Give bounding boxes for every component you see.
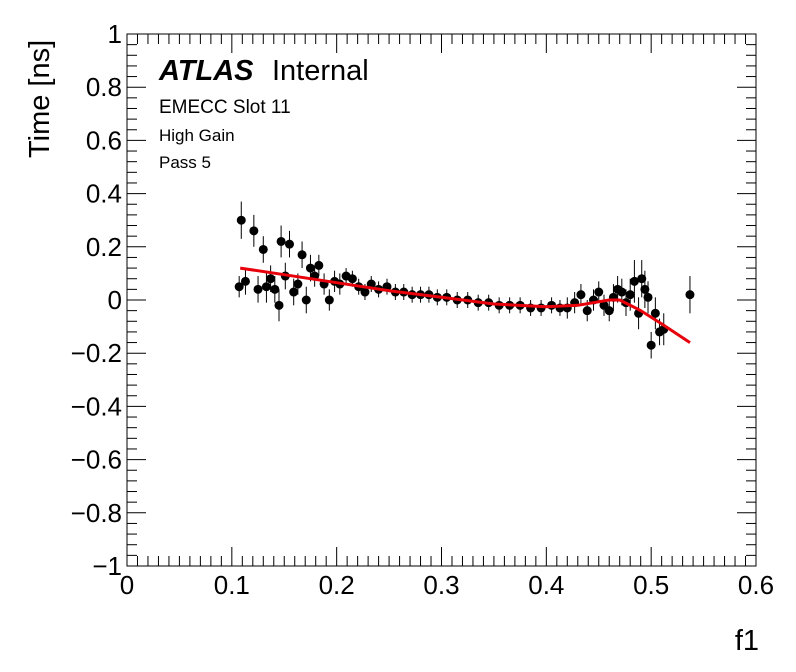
data-point — [305, 263, 315, 273]
y-tick-label: 0.6 — [86, 125, 122, 155]
x-tick-label: 0.1 — [214, 570, 250, 600]
y-tick-label: 0 — [108, 285, 122, 315]
atlas-label: ATLAS — [158, 55, 254, 87]
y-tick-label: −0.6 — [71, 445, 122, 475]
data-point — [234, 282, 244, 292]
data-point — [594, 287, 604, 297]
y-tick-label: −0.4 — [71, 391, 122, 421]
data-point — [314, 260, 324, 270]
data-point — [617, 287, 627, 297]
internal-label: Internal — [272, 55, 369, 87]
data-point — [625, 290, 635, 300]
y-tick-label: 1 — [108, 19, 122, 49]
data-point — [643, 292, 653, 302]
data-point — [284, 239, 294, 249]
data-point — [276, 236, 286, 246]
data-point — [240, 276, 250, 286]
data-points — [234, 215, 695, 350]
axis-ticks — [126, 33, 757, 567]
x-tick-label: 0.6 — [738, 570, 774, 600]
y-tick-label: −0.8 — [71, 498, 122, 528]
y-tick-label: 0.4 — [86, 179, 122, 209]
annotation-line-3: Pass 5 — [159, 153, 211, 172]
data-point — [324, 295, 334, 305]
data-point — [576, 290, 586, 300]
data-point — [293, 279, 303, 289]
error-bars — [238, 201, 691, 359]
data-point — [604, 306, 614, 316]
data-point — [270, 284, 280, 294]
y-tick-label: −0.2 — [71, 338, 122, 368]
annotation-line-1: EMECC Slot 11 — [159, 97, 291, 118]
x-tick-label: 0.4 — [528, 570, 564, 600]
y-axis-label: Time [ns] — [24, 40, 56, 158]
x-tick-label: 0 — [120, 570, 134, 600]
data-point — [261, 282, 271, 292]
data-point — [297, 250, 307, 260]
y-tick-label: −1 — [92, 551, 122, 581]
data-point — [301, 295, 311, 305]
fit-curve — [239, 266, 691, 344]
y-tick-label: 0.2 — [86, 232, 122, 262]
data-point — [637, 274, 647, 284]
x-tick-label: 0.3 — [423, 570, 459, 600]
y-tick-label: 0.8 — [86, 72, 122, 102]
data-point — [650, 308, 660, 318]
data-point — [236, 215, 246, 225]
data-point — [646, 340, 656, 350]
data-point — [360, 287, 370, 297]
x-axis-label: f1 — [735, 625, 759, 657]
data-point — [274, 300, 284, 310]
data-point — [640, 284, 650, 294]
axis-tick-labels: 0 0.1 0.2 0.3 0.4 0.5 0.6 −1 −0.8 −0.6 −0.4 −0.2 0 0.… — [71, 19, 774, 600]
data-point — [249, 226, 259, 236]
data-point — [253, 284, 263, 294]
data-point — [347, 274, 357, 284]
data-point — [289, 287, 299, 297]
data-point — [685, 290, 695, 300]
data-point — [582, 306, 592, 316]
data-point — [258, 244, 268, 254]
x-tick-label: 0.5 — [633, 570, 669, 600]
data-point — [629, 276, 639, 286]
x-tick-label: 0.2 — [319, 570, 355, 600]
data-point — [266, 274, 276, 284]
annotation-line-2: High Gain — [159, 126, 235, 145]
